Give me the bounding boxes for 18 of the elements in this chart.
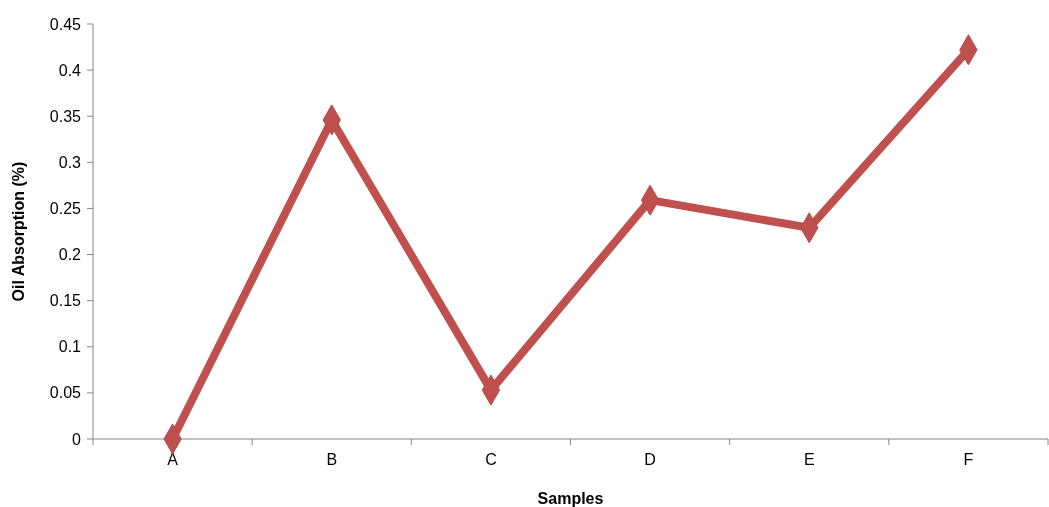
y-tick-label: 0.4 <box>58 61 82 79</box>
y-tick-label: 0 <box>72 430 82 448</box>
y-tick-label: 0.2 <box>58 246 82 264</box>
y-tick-label: 0.25 <box>49 200 82 218</box>
y-tick-label: 0.45 <box>49 15 82 33</box>
y-tick-label: 0.05 <box>49 384 82 402</box>
x-axis-title: Samples <box>537 490 604 507</box>
y-tick-label: 0.15 <box>49 292 82 310</box>
x-tick-label: F <box>963 451 974 468</box>
x-tick-label: C <box>485 451 497 468</box>
x-tick-label: D <box>644 451 656 468</box>
y-tick-label: 0.1 <box>58 338 82 356</box>
x-tick-label: A <box>167 451 179 468</box>
y-tick-label: 0.3 <box>58 153 82 171</box>
x-tick-label: B <box>326 451 338 468</box>
y-tick-label: 0.35 <box>49 107 82 125</box>
y-axis-title: Oil Absorption (%) <box>10 161 27 302</box>
x-tick-label: E <box>803 451 815 468</box>
